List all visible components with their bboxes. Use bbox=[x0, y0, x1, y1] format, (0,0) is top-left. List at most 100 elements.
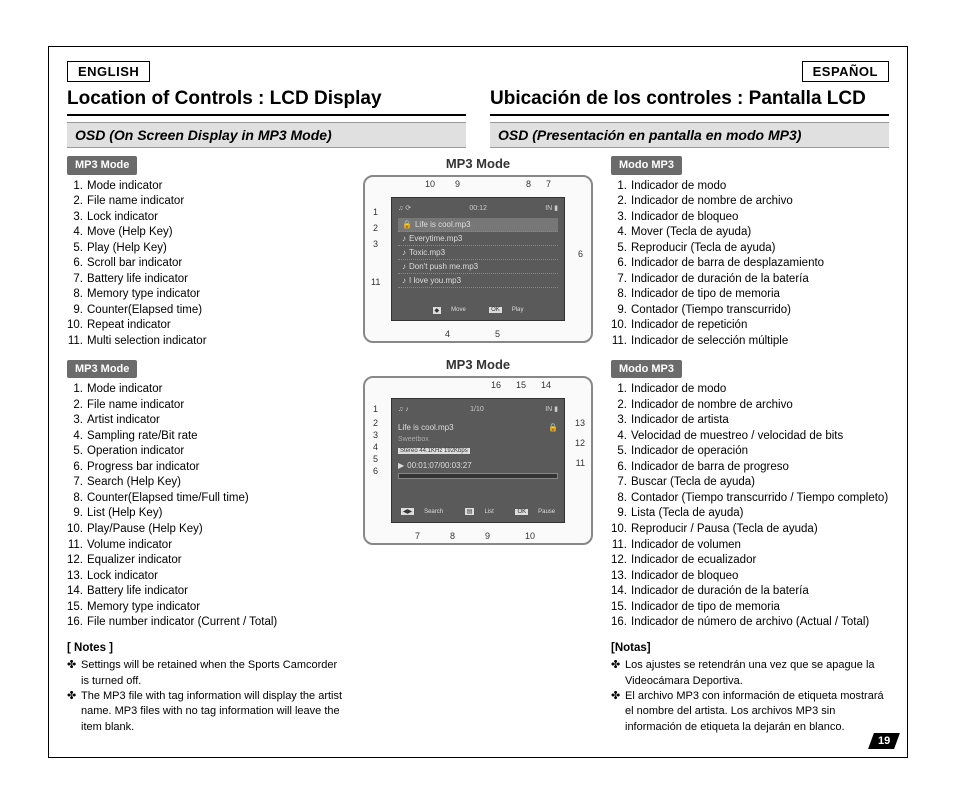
list-item: 11.Volume indicator bbox=[67, 538, 345, 554]
callout: 2 bbox=[373, 223, 378, 233]
list-item: 7.Battery life indicator bbox=[67, 272, 345, 288]
callout: 16 bbox=[491, 380, 501, 390]
list-item: 10.Indicador de repetición bbox=[611, 318, 889, 334]
callout: 8 bbox=[526, 179, 531, 189]
callout: 15 bbox=[516, 380, 526, 390]
list-item: 9.Contador (Tiempo transcurrido) bbox=[611, 303, 889, 319]
lcd2-rate: Stereo 44.1KHz 192Kbps bbox=[398, 448, 470, 454]
list-item: 5.Operation indicator bbox=[67, 444, 345, 460]
subtitle-right: OSD (Presentación en pantalla en modo MP… bbox=[490, 122, 889, 148]
list-item: 2.File name indicator bbox=[67, 194, 345, 210]
battery-icon: IN ▮ bbox=[545, 405, 558, 413]
list-item: 5.Indicador de operación bbox=[611, 444, 889, 460]
lcd2-title: MP3 Mode bbox=[363, 357, 593, 372]
list-item: 8.Contador (Tiempo transcurrido / Tiempo… bbox=[611, 491, 889, 507]
lcd1-move: Move bbox=[451, 307, 466, 313]
list-item: 6.Scroll bar indicator bbox=[67, 256, 345, 272]
page-number: 19 bbox=[868, 733, 900, 749]
list-item: 8.Indicador de tipo de memoria bbox=[611, 287, 889, 303]
callout: 4 bbox=[445, 329, 450, 339]
lcd1-counter: 00:12 bbox=[469, 205, 487, 212]
list-item: 1.Indicador de modo bbox=[611, 382, 889, 398]
pill-es-1: Modo MP3 bbox=[611, 156, 682, 175]
list-item: 10.Play/Pause (Help Key) bbox=[67, 522, 345, 538]
list-item: 10.Repeat indicator bbox=[67, 318, 345, 334]
callout: 3 bbox=[373, 430, 378, 440]
list-item: 3.Indicador de bloqueo bbox=[611, 210, 889, 226]
callout: 12 bbox=[575, 438, 585, 448]
callout: 2 bbox=[373, 418, 378, 428]
list-item: 15.Memory type indicator bbox=[67, 600, 345, 616]
callout: 11 bbox=[371, 277, 380, 287]
list-item: 13.Lock indicator bbox=[67, 569, 345, 585]
list-item: 6.Progress bar indicator bbox=[67, 460, 345, 476]
lcd1-file: Don't push me.mp3 bbox=[409, 262, 478, 271]
callout: 7 bbox=[546, 179, 551, 189]
lcd2-artist: Sweetbox bbox=[398, 436, 429, 443]
title-right: Ubicación de los controles : Pantalla LC… bbox=[490, 88, 889, 116]
list-item: 8.Memory type indicator bbox=[67, 287, 345, 303]
notes-es-head: [Notas] bbox=[611, 641, 889, 657]
flag-english: ENGLISH bbox=[67, 61, 150, 82]
list-item: 9.List (Help Key) bbox=[67, 506, 345, 522]
callout: 6 bbox=[373, 466, 378, 476]
subtitle-row: OSD (On Screen Display in MP3 Mode) OSD … bbox=[67, 122, 889, 148]
list-item: 6.Indicador de barra de desplazamiento bbox=[611, 256, 889, 272]
list-en-1: 1.Mode indicator2.File name indicator3.L… bbox=[67, 179, 345, 350]
lcd2-frame: 16 15 14 1 2 3 4 5 6 13 12 11 7 8 9 10 ♫… bbox=[363, 376, 593, 544]
lcd1-play: Play bbox=[512, 307, 524, 313]
list-item: 1.Indicador de modo bbox=[611, 179, 889, 195]
list-item: 5.Reproducir (Tecla de ayuda) bbox=[611, 241, 889, 257]
list-item: 10.Reproducir / Pausa (Tecla de ayuda) bbox=[611, 522, 889, 538]
list-item: 2.Indicador de nombre de archivo bbox=[611, 194, 889, 210]
list-item: 7.Buscar (Tecla de ayuda) bbox=[611, 475, 889, 491]
callout: 5 bbox=[373, 454, 378, 464]
list-item: 13.Indicador de bloqueo bbox=[611, 569, 889, 585]
list-item: 11.Indicador de selección múltiple bbox=[611, 334, 889, 350]
lcd1-file: I love you.mp3 bbox=[409, 276, 461, 285]
list-item: 3.Indicador de artista bbox=[611, 413, 889, 429]
language-flags: ENGLISH ESPAÑOL bbox=[67, 61, 889, 82]
list-item: 5.Play (Help Key) bbox=[67, 241, 345, 257]
lcd2-file: Life is cool.mp3 bbox=[398, 423, 454, 432]
callout: 6 bbox=[578, 249, 583, 259]
flag-spanish: ESPAÑOL bbox=[802, 61, 889, 82]
progress-bar bbox=[398, 473, 558, 479]
list-item: 15.Indicador de tipo de memoria bbox=[611, 600, 889, 616]
battery-icon: IN ▮ bbox=[545, 204, 558, 212]
lcd2-list: List bbox=[484, 509, 493, 515]
list-item: 2.File name indicator bbox=[67, 398, 345, 414]
callout: 1 bbox=[373, 404, 378, 414]
music-icon: ♫ ⟳ bbox=[398, 204, 411, 212]
list-item: 16.Indicador de número de archivo (Actua… bbox=[611, 615, 889, 631]
lock-icon: 🔒 bbox=[402, 220, 412, 229]
lcd1-file: Everytime.mp3 bbox=[409, 234, 462, 243]
callout: 14 bbox=[541, 380, 551, 390]
list-item: 4.Velocidad de muestreo / velocidad de b… bbox=[611, 429, 889, 445]
list-en-2: 1.Mode indicator2.File name indicator3.A… bbox=[67, 382, 345, 630]
callout: 11 bbox=[576, 458, 585, 468]
lcd1-file: Life is cool.mp3 bbox=[415, 220, 471, 229]
list-item: 8.Counter(Elapsed time/Full time) bbox=[67, 491, 345, 507]
callout: 9 bbox=[455, 179, 460, 189]
callout: 8 bbox=[450, 531, 455, 541]
list-item: 12.Equalizer indicator bbox=[67, 553, 345, 569]
list-item: 7.Indicador de duración de la batería bbox=[611, 272, 889, 288]
list-item: 3.Lock indicator bbox=[67, 210, 345, 226]
title-row: Location of Controls : LCD Display Ubica… bbox=[67, 88, 889, 116]
callout: 13 bbox=[575, 418, 585, 428]
callout: 5 bbox=[495, 329, 500, 339]
note-item: ✤Los ajustes se retendrán una vez que se… bbox=[611, 658, 889, 689]
list-item: 4.Move (Help Key) bbox=[67, 225, 345, 241]
note-item: ✤Settings will be retained when the Spor… bbox=[67, 658, 345, 689]
list-item: 11.Multi selection indicator bbox=[67, 334, 345, 350]
subtitle-left: OSD (On Screen Display in MP3 Mode) bbox=[67, 122, 466, 148]
column-lcd: MP3 Mode 10 9 8 7 1 2 3 11 6 4 5 ♫ ⟳ 00:1… bbox=[363, 156, 593, 735]
list-item: 11.Indicador de volumen bbox=[611, 538, 889, 554]
callout: 7 bbox=[415, 531, 420, 541]
lcd2-pos: 1/10 bbox=[470, 406, 484, 413]
callout: 4 bbox=[373, 442, 378, 452]
list-item: 7.Search (Help Key) bbox=[67, 475, 345, 491]
callout: 10 bbox=[425, 179, 435, 189]
list-item: 12.Indicador de ecualizador bbox=[611, 553, 889, 569]
